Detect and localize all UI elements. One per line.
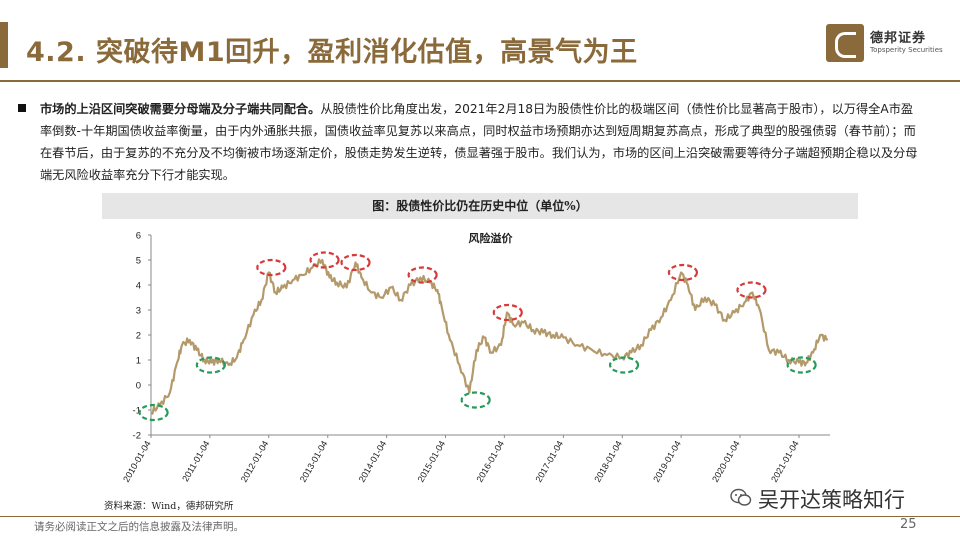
- y-tick-label: 6: [136, 231, 141, 242]
- x-tick-label: 2011-01-04: [180, 439, 211, 483]
- figure-caption: 图：股债性价比仍在历史中位（单位%）: [372, 199, 588, 213]
- highlight-ellipse: [667, 263, 699, 282]
- y-tick-label: -2: [133, 431, 141, 442]
- logo-name-cn: 德邦证券: [870, 31, 927, 46]
- y-tick-label: 0: [136, 381, 141, 392]
- highlight-ellipse: [256, 258, 287, 277]
- highlight-ellipse: [195, 356, 226, 374]
- y-tick-label: 4: [136, 281, 141, 292]
- x-tick-label: 2020-01-04: [710, 439, 742, 484]
- page-title: 4.2. 突破待M1回升，盈利消化估值，高景气为王: [26, 37, 638, 68]
- highlight-ellipse: [608, 356, 640, 374]
- figure-panel: 图：股债性价比仍在历史中位（单位%） 风险溢价 -2 -1 0 1 2 3 4 5 6 2010-0…: [102, 193, 858, 519]
- footer-disclaimer: 请务必阅读正文之后的信息披露及法律声明。: [34, 521, 244, 533]
- highlight-ellipse: [407, 266, 438, 284]
- body-paragraph: 市场的上沿区间突破需要分母端及分子端共同配合。从股债性价比角度出发，2021年2…: [40, 98, 920, 186]
- watermark-text: 吴开达策略知行: [758, 488, 905, 512]
- page-number: 25: [900, 517, 917, 532]
- risk-premium-series: [150, 258, 829, 415]
- x-tick-label: 2017-01-04: [533, 439, 565, 484]
- y-tick-label: 5: [136, 256, 141, 267]
- footer-divider: [0, 516, 960, 517]
- highlight-ellipse: [460, 391, 491, 409]
- bullet-square-icon: [18, 104, 26, 112]
- x-tick-label: 2010-01-04: [121, 439, 153, 484]
- company-logo: 德邦证券 Topsperity Securities: [826, 24, 943, 64]
- logo-name-en: Topsperity Securities: [870, 46, 943, 54]
- figure-source: 资料来源：Wind，德邦研究所: [104, 501, 234, 512]
- y-tick-label: -1: [133, 406, 141, 417]
- x-tick-label: 2021-01-04: [769, 439, 801, 484]
- x-tick-label: 2018-01-04: [592, 439, 624, 484]
- highlight-ellipse: [138, 403, 169, 422]
- x-tick-label: 2015-01-04: [416, 439, 448, 484]
- highlight-ellipse: [309, 251, 340, 269]
- x-tick-label: 2016-01-04: [474, 439, 506, 484]
- chart-title: 风险溢价: [469, 231, 514, 245]
- x-tick-label: 2012-01-04: [239, 439, 271, 484]
- y-tick-label: 1: [136, 356, 141, 367]
- highlight-ellipse: [340, 253, 371, 272]
- lead-sentence: 市场的上沿区间突破需要分母端及分子端共同配合。: [40, 102, 321, 116]
- x-tick-label: 2013-01-04: [298, 439, 330, 484]
- highlight-ellipse: [786, 356, 817, 374]
- logo-mark-icon: [826, 24, 864, 62]
- y-tick-label: 3: [136, 306, 141, 317]
- y-tick-label: 2: [136, 331, 141, 342]
- x-tick-label: 2019-01-04: [651, 439, 683, 484]
- highlight-ellipse: [736, 281, 767, 299]
- title-divider: [0, 80, 960, 82]
- watermark: 吴开达策略知行: [730, 484, 940, 514]
- x-tick-label: 2014-01-04: [357, 439, 389, 484]
- title-accent-bar: [0, 22, 8, 68]
- body-text: 从股债性价比角度出发，2021年2月18日为股债性价比的极端区间（债性价比显著高…: [40, 102, 918, 182]
- highlight-ellipse: [492, 303, 523, 322]
- figure-caption-bar: [102, 193, 858, 219]
- risk-premium-chart: 风险溢价 -2 -1 0 1 2 3 4 5 6 2010-01-04 2011-01-04 2012-…: [121, 231, 830, 484]
- wechat-icon: [730, 488, 752, 506]
